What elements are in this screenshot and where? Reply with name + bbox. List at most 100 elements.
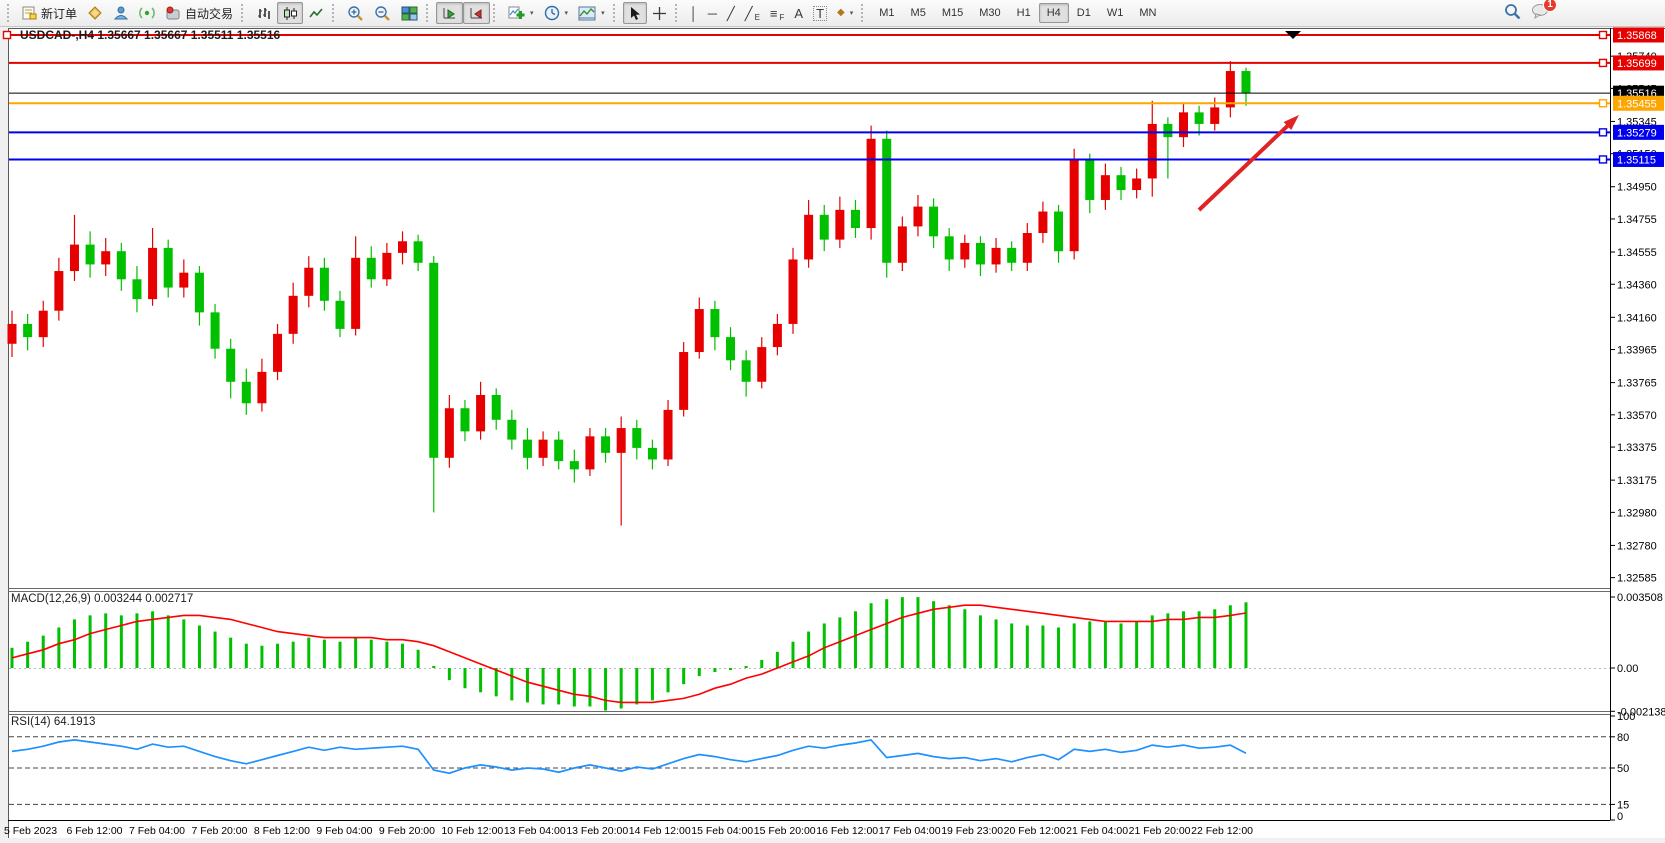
chart-template-button[interactable]: ▾: [573, 2, 610, 24]
candle-body: [804, 214, 814, 260]
macd-bar: [1182, 611, 1185, 668]
cursor-tool-button[interactable]: [622, 2, 647, 24]
timeframe-button-h4[interactable]: H4: [1038, 3, 1069, 23]
candle-body: [194, 272, 204, 313]
time-axis-label: 22 Feb 12:00: [1191, 825, 1253, 837]
macd-bar: [1213, 609, 1217, 668]
candle-body: [210, 312, 220, 349]
hline-left-handle[interactable]: [2, 30, 12, 40]
chart-template-icon: [578, 6, 596, 21]
axis-tick-label: 1.33175: [1617, 475, 1657, 487]
macd-bar: [354, 637, 358, 668]
zoom-out-icon: [374, 5, 391, 21]
autotrade-button[interactable]: 自动交易: [160, 2, 238, 24]
chart-canvas[interactable]: 1.357401.355451.353451.351501.349501.347…: [0, 27, 1665, 843]
tile-windows-button[interactable]: [396, 2, 423, 24]
timeframe-button-w1[interactable]: W1: [1106, 7, 1124, 19]
toolbar-grip[interactable]: [332, 4, 338, 22]
macd-bar: [932, 601, 936, 668]
fibonacci-tool-button[interactable]: ≡ F: [765, 2, 789, 24]
crosshair-tool-button[interactable]: [647, 2, 672, 24]
candle-body: [85, 244, 95, 265]
candle-body: [710, 309, 720, 338]
time-axis-label: 9 Feb 04:00: [316, 825, 372, 837]
toolbar-grip[interactable]: [426, 4, 432, 22]
timeframe-button-m1[interactable]: M1: [879, 7, 895, 19]
time-axis-label: 17 Feb 04:00: [879, 825, 941, 837]
macd-bar: [72, 619, 76, 668]
trend-arrow-head[interactable]: [1283, 115, 1299, 131]
macd-bar: [1150, 615, 1154, 668]
bar-chart-button[interactable]: [251, 2, 277, 24]
notification-badge: 1: [1543, 0, 1557, 12]
community-button[interactable]: [108, 2, 134, 24]
arrow-objects-button[interactable]: ◆ ▾: [832, 2, 858, 24]
timeframe-button-m5[interactable]: M5: [910, 7, 926, 19]
toolbar-grip[interactable]: [241, 4, 247, 22]
macd-bar: [369, 639, 373, 668]
macd-bar: [947, 605, 951, 668]
hline-right-handle[interactable]: [1598, 128, 1608, 137]
timeframe-button-m15[interactable]: M15: [941, 7, 964, 19]
text-label-tool-button[interactable]: T: [808, 2, 832, 24]
toolbar-grip[interactable]: [674, 4, 681, 22]
zoom-in-button[interactable]: [342, 2, 369, 24]
trend-arrow-line[interactable]: [1197, 121, 1292, 212]
axis-tick-label: 1.32585: [1617, 573, 1657, 585]
bar-chart-icon: [256, 6, 272, 21]
candle-body: [335, 300, 345, 329]
macd-bar: [182, 619, 186, 668]
candlestick-chart-icon: [282, 6, 298, 21]
text-tool-button[interactable]: A: [789, 2, 808, 24]
indicator-window-remove-button[interactable]: [463, 2, 491, 24]
indicator-window-add-button[interactable]: [436, 2, 464, 24]
macd-bar: [104, 613, 108, 668]
notifications-button[interactable]: 1: [1531, 0, 1557, 24]
hline-right-handle[interactable]: [1598, 155, 1608, 164]
horizontal-line-tool-button[interactable]: ─: [703, 2, 722, 24]
window-bottom-edge: [0, 838, 1665, 843]
toolbar-grip[interactable]: [493, 4, 499, 22]
vertical-line-tool-button[interactable]: │: [685, 2, 703, 24]
market-watch-button[interactable]: [82, 2, 108, 24]
candlestick-chart-button[interactable]: [277, 2, 304, 24]
candle-body: [1210, 107, 1220, 124]
signal-icon: [139, 6, 155, 20]
fibonacci-icon: ≡: [769, 5, 778, 21]
candle-body: [507, 419, 517, 440]
line-chart-button[interactable]: [303, 2, 329, 24]
price-tag: [1613, 55, 1664, 71]
toolbar-grip[interactable]: [612, 4, 619, 22]
price-tag: [1613, 27, 1664, 43]
hline-right-handle[interactable]: [1598, 99, 1608, 108]
macd-bar: [588, 668, 592, 707]
timeframe-button-h1[interactable]: H1: [1016, 7, 1031, 19]
candle-body: [913, 206, 923, 227]
zoom-out-button[interactable]: [369, 2, 396, 24]
macd-bar: [229, 637, 233, 668]
search-icon[interactable]: [1504, 3, 1521, 24]
hline-right-handle[interactable]: [1598, 30, 1608, 40]
macd-bar: [416, 649, 420, 668]
toolbar-grip[interactable]: [7, 4, 13, 22]
macd-bar: [1041, 625, 1045, 668]
macd-bar: [916, 597, 920, 668]
add-indicator-button[interactable]: ▾: [503, 2, 539, 24]
timeframe-button-mn[interactable]: MN: [1139, 7, 1157, 19]
channel-tool-button[interactable]: ╱ E: [740, 2, 765, 24]
macd-bar: [479, 668, 483, 693]
new-order-button[interactable]: 新订单: [17, 2, 82, 24]
axis-tick-label: 100: [1617, 711, 1635, 723]
triangle-marker[interactable]: [1285, 31, 1301, 39]
toolbar-grip[interactable]: [861, 4, 867, 22]
timeframe-button-d1[interactable]: D1: [1076, 7, 1091, 19]
period-presets-button[interactable]: ▾: [539, 2, 574, 24]
timeframe-button-m30[interactable]: M30: [979, 7, 1001, 19]
macd-bar: [572, 668, 576, 707]
signals-button[interactable]: [134, 2, 160, 24]
hline-right-handle[interactable]: [1598, 58, 1608, 68]
autotrade-icon: [165, 6, 181, 20]
candle-body: [38, 310, 48, 338]
trendline-tool-button[interactable]: ╱: [722, 2, 740, 24]
macd-bar: [119, 615, 123, 668]
